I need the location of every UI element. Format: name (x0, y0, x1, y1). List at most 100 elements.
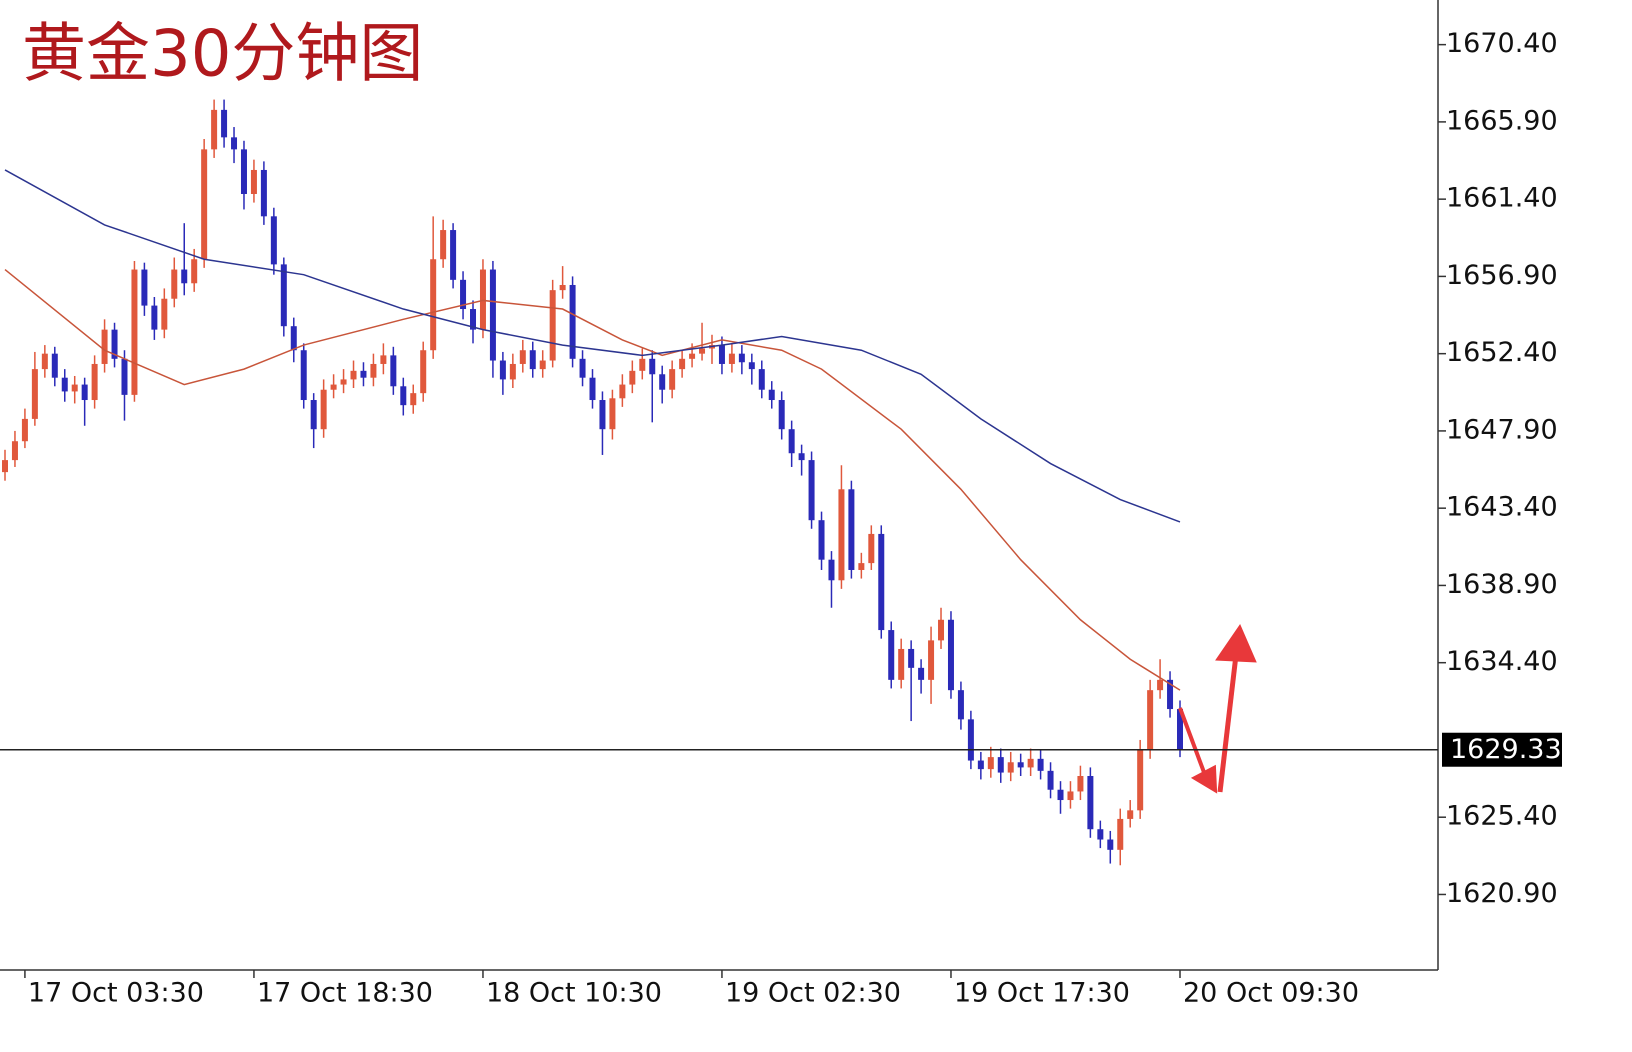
y-tick-label: 1661.40 (1446, 183, 1558, 214)
candle-body (71, 384, 78, 392)
candle-body (1027, 758, 1034, 768)
candle-body (300, 350, 307, 401)
candle-body (161, 298, 168, 330)
candle-body (878, 533, 885, 631)
candle-body (430, 259, 437, 351)
y-tick-label: 1665.90 (1446, 105, 1558, 136)
candle-body (918, 667, 925, 680)
candle-body (310, 400, 317, 430)
candle-body (957, 690, 964, 720)
y-tick-label: 1652.40 (1446, 337, 1558, 368)
candle-body (728, 353, 735, 364)
y-tick-label: 1620.90 (1446, 878, 1558, 909)
candle-body (1147, 690, 1154, 751)
candle-body (748, 362, 755, 370)
candle-body (679, 358, 686, 370)
candle-body (589, 377, 596, 401)
candle-body (509, 363, 516, 380)
candle-body (599, 400, 606, 430)
candle-body (450, 230, 457, 280)
candle-body (191, 259, 198, 284)
candle-body (569, 284, 576, 359)
candle-body (350, 370, 357, 380)
candle-body (858, 563, 865, 570)
candle-body (21, 418, 28, 442)
candle-body (1057, 789, 1064, 801)
candle-body (997, 757, 1004, 773)
candle-body (1127, 810, 1134, 819)
x-tick-label: 17 Oct 03:30 (28, 978, 204, 1009)
candle-body (987, 757, 994, 770)
candle-body (440, 230, 447, 260)
candle-body (499, 360, 506, 380)
candle-body (11, 441, 18, 461)
candle-body (529, 350, 536, 370)
arrow-down (1178, 707, 1218, 794)
candle-body (1117, 818, 1124, 850)
candle-body (390, 355, 397, 387)
candle-body (250, 169, 257, 194)
candle-body (370, 363, 377, 378)
candle-body (1077, 776, 1084, 792)
candle-body (1067, 791, 1074, 801)
candle-body (1007, 762, 1014, 773)
y-tick-label: 1647.90 (1446, 414, 1558, 445)
chart-title: 黄金30分钟图 (22, 18, 423, 92)
candle-body (1087, 776, 1094, 830)
y-tick-label: 1638.90 (1446, 569, 1558, 600)
candle-body (201, 149, 208, 260)
candle-body (320, 389, 327, 430)
candle-body (2, 460, 8, 473)
candle-body (758, 369, 765, 390)
candle-body (171, 269, 178, 299)
candle-body (519, 350, 526, 364)
candle-body (908, 648, 915, 668)
candle-body (788, 429, 795, 454)
candle-body (808, 460, 815, 521)
candle-body (121, 358, 128, 395)
candle-body (81, 384, 88, 401)
candle-body (231, 137, 238, 150)
candle-body (649, 358, 656, 375)
candle-body (798, 453, 805, 461)
candle-body (260, 169, 267, 217)
candle-body (619, 384, 626, 399)
candle-body (360, 370, 367, 378)
candle-body (898, 648, 905, 680)
candle-body (280, 264, 287, 327)
y-tick-label: 1625.40 (1446, 801, 1558, 832)
current-price-label: 1629.33 (1450, 734, 1562, 765)
candle-body (1037, 758, 1044, 771)
candle-body (1017, 762, 1024, 768)
candle-body (539, 360, 546, 370)
candle-body (340, 379, 347, 385)
candle-body (211, 109, 218, 150)
x-tick-label: 18 Oct 10:30 (486, 978, 662, 1009)
candle-body (699, 348, 706, 354)
candle-body (639, 358, 646, 371)
candle-body (1177, 709, 1183, 751)
candle-body (41, 353, 48, 370)
candle-body (330, 384, 337, 390)
candle-body (868, 533, 875, 564)
candle-body (31, 369, 38, 419)
candle-body (928, 640, 935, 680)
candle-body (689, 353, 696, 359)
candle-body (400, 386, 407, 406)
candle-body (888, 630, 895, 680)
x-tick-label: 17 Oct 18:30 (257, 978, 433, 1009)
plot (2, 99, 1183, 866)
candle-body (270, 216, 277, 265)
candle-body (1097, 829, 1104, 840)
x-tick-label: 20 Oct 09:30 (1183, 978, 1359, 1009)
candle-body (101, 329, 108, 364)
candle-body (938, 619, 945, 641)
y-tick-label: 1634.40 (1446, 646, 1558, 677)
candle-body (818, 520, 825, 560)
candle-body (1137, 750, 1144, 811)
x-tick-label: 19 Oct 17:30 (954, 978, 1130, 1009)
moving-average (4, 169, 1181, 523)
candle-body (838, 489, 845, 581)
moving-average (4, 268, 1181, 691)
